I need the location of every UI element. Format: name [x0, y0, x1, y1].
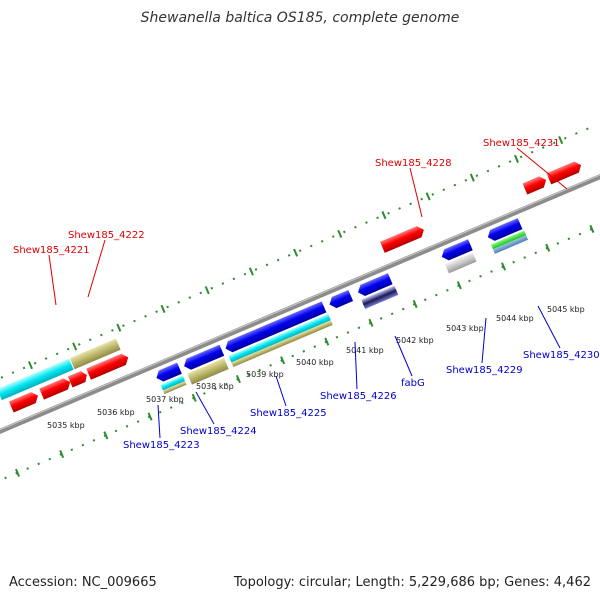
cds-arrow[interactable] — [39, 376, 72, 400]
cds-arrow[interactable] — [223, 301, 327, 354]
cds-feature[interactable] — [187, 357, 229, 385]
gene-label[interactable]: Shew185_4221 — [13, 245, 90, 256]
gene-label[interactable]: Shew185_4224 — [180, 426, 257, 437]
scale-label: 5036 kbp — [97, 408, 135, 417]
cds-arrow[interactable] — [86, 352, 130, 380]
cds-feature[interactable] — [361, 285, 399, 309]
cds-arrow[interactable] — [327, 289, 354, 310]
cds-arrow[interactable] — [546, 160, 584, 185]
cds-arrow[interactable] — [67, 369, 89, 388]
genome-band — [0, 125, 600, 480]
gene-label[interactable]: fabG — [401, 378, 425, 389]
cds-feature[interactable] — [490, 230, 527, 250]
gene-label[interactable]: Shew185_4229 — [446, 365, 523, 376]
cds-arrow[interactable] — [486, 218, 523, 243]
scale-label: 5037 kbp — [146, 395, 184, 404]
scale-label: 5040 kbp — [296, 358, 334, 367]
gene-label[interactable]: Shew185_4231 — [483, 138, 560, 149]
scale-label: 5044 kbp — [496, 314, 534, 323]
reverse-gene-labels: Shew185_4223 Shew185_4224 Shew185_4225 S… — [123, 350, 600, 451]
scale-label: 5042 kbp — [396, 336, 434, 345]
lower-tick-row — [4, 211, 600, 480]
cds-feature[interactable] — [69, 338, 121, 370]
upper-major-ticks — [27, 136, 564, 370]
map-title: Shewanella baltica OS185, complete genom… — [140, 10, 460, 26]
gene-label[interactable]: Shew185_4230 — [523, 350, 600, 361]
scale-label: 5035 kbp — [47, 421, 85, 430]
genome-backbone — [0, 168, 600, 440]
cds-arrow[interactable] — [154, 362, 182, 384]
cds-feature[interactable] — [0, 358, 74, 401]
scale-label: 5041 kbp — [346, 346, 384, 355]
gene-label[interactable]: Shew185_4226 — [320, 391, 397, 402]
scale-label: 5043 kbp — [446, 324, 484, 333]
forward-features — [0, 160, 584, 413]
cds-arrow[interactable] — [356, 273, 393, 298]
cds-arrow[interactable] — [439, 239, 473, 262]
cds-arrow[interactable] — [8, 390, 40, 413]
cds-feature[interactable] — [492, 235, 529, 254]
forward-gene-labels: Shew185_4221 Shew185_4222 Shew185_4228 S… — [13, 138, 560, 256]
reverse-features — [154, 218, 529, 395]
cds-feature[interactable] — [160, 375, 185, 391]
forward-leader-lines — [48, 147, 568, 306]
accession-text: Accession: NC_009665 — [9, 575, 157, 590]
gene-label[interactable]: Shew185_4225 — [250, 408, 327, 419]
gene-label[interactable]: Shew185_4223 — [123, 440, 200, 451]
cds-feature[interactable] — [228, 313, 331, 363]
scale-label: 5045 kbp — [547, 305, 585, 314]
scale-label: 5039 kbp — [246, 370, 284, 379]
cds-feature[interactable] — [444, 252, 477, 274]
cds-feature[interactable] — [162, 381, 187, 395]
genome-stats-text: Topology: circular; Length: 5,229,686 bp… — [233, 575, 591, 590]
cds-arrow[interactable] — [522, 174, 549, 195]
scale-label: 5038 kbp — [196, 382, 234, 391]
gene-label[interactable]: Shew185_4222 — [68, 230, 145, 241]
reverse-leader-lines — [157, 305, 561, 439]
cds-arrow[interactable] — [380, 224, 426, 253]
cds-arrow[interactable] — [182, 344, 225, 372]
lower-major-ticks — [15, 224, 595, 477]
cds-feature[interactable] — [231, 320, 333, 368]
scale-labels: 5035 kbp 5036 kbp 5037 kbp 5038 kbp 5039… — [47, 305, 585, 430]
gene-label[interactable]: Shew185_4228 — [375, 158, 452, 169]
